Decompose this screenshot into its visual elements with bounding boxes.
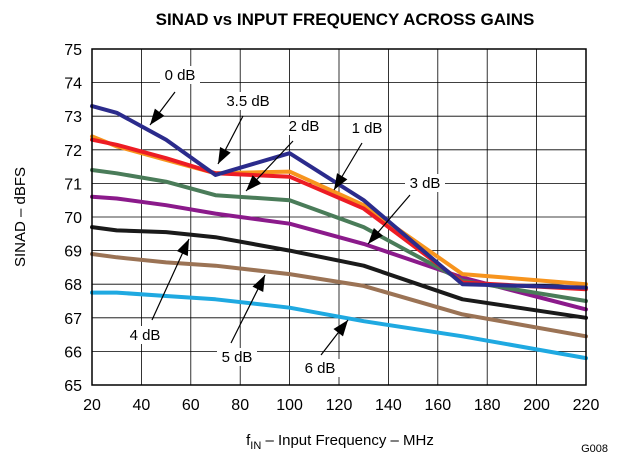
annotation-arrowhead-0-db [150,108,165,125]
y-tick-label: 74 [64,76,82,93]
annotation-arrowhead-1-db [334,173,348,190]
x-axis-label-prefix: f [246,432,251,449]
annotation-label-4-db: 4 dB [130,327,161,344]
x-tick-label: 60 [182,397,200,414]
x-tick-label: 200 [523,397,550,414]
annotation-label-5-db: 5 dB [222,349,253,366]
annotation-arrowhead-3-5-db [218,147,231,164]
annotation-bg-5-db [217,348,257,366]
x-axis-label: fIN – Input Frequency – MHz [246,432,434,452]
y-tick-label: 73 [64,109,82,126]
annotations: 0 dB 3.5 dB 2 dB 1 dB 3 dB 4 dB 5 dB 6 dB [125,66,445,377]
x-tick-label: 160 [424,397,451,414]
x-tick-label: 120 [326,397,353,414]
annotation-label-1-db: 1 dB [352,120,383,137]
annotation-bg-3-5-db [219,92,277,110]
y-tick-label: 70 [64,210,82,227]
y-tick-label: 75 [64,42,82,59]
x-tick-label: 140 [375,397,402,414]
annotation-arrowhead-6-db [333,320,348,337]
y-axis-label: SINAD – dBFS [12,167,29,267]
x-axis-label-sub: IN [250,440,261,452]
annotation-bg-4-db [125,326,165,344]
y-tick-label: 71 [64,176,82,193]
y-tick-label: 68 [64,277,82,294]
plot-frame [91,48,587,386]
series-line-6-dbdb [90,290,588,361]
x-tick-label: 40 [133,397,151,414]
y-tick-labels: 65 66 67 68 69 70 71 72 73 74 75 [64,42,82,395]
series-line-0-dbdb [90,104,588,290]
y-tick-label: 66 [64,344,82,361]
annotation-arrowhead-3-db [368,227,383,244]
y-tick-label: 65 [64,378,82,395]
annotation-arrowhead-5-db [252,275,265,292]
annotation-bg-3-db [405,174,445,192]
annotation-arrowhead-2-db [246,175,262,191]
annotation-bg-1-db [347,119,387,137]
x-tick-label: 180 [474,397,501,414]
annotation-label-3-5-db: 3.5 dB [226,93,269,110]
annotation-bg-6-db [300,359,340,377]
x-tick-label: 80 [231,397,249,414]
y-tick-label: 69 [64,244,82,261]
annotation-label-2-db: 2 dB [289,118,320,135]
annotation-bg-2-db [284,117,324,135]
x-tick-label: 220 [573,397,600,414]
annotation-label-0-db: 0 dB [165,67,196,84]
y-tick-label: 67 [64,311,82,328]
x-axis-label-suffix: – Input Frequency – MHz [261,432,434,449]
y-tick-label: 72 [64,143,82,160]
x-tick-label: 20 [83,397,101,414]
annotation-arrowhead-4-db [176,239,189,257]
series-lines [90,104,588,361]
figure-id: G008 [581,443,608,455]
series-line-4-dbdb [90,225,588,320]
series-line-5-dbdb [90,252,588,339]
x-tick-labels: 20 40 60 80 100 120 140 160 180 200 220 [83,397,599,414]
annotation-label-3-db: 3 dB [410,175,441,192]
annotation-bg-0-db [160,66,200,84]
annotation-label-6-db: 6 dB [305,360,336,377]
chart-title: SINAD vs INPUT FREQUENCY ACROSS GAINS [156,10,535,29]
x-tick-label: 100 [276,397,303,414]
